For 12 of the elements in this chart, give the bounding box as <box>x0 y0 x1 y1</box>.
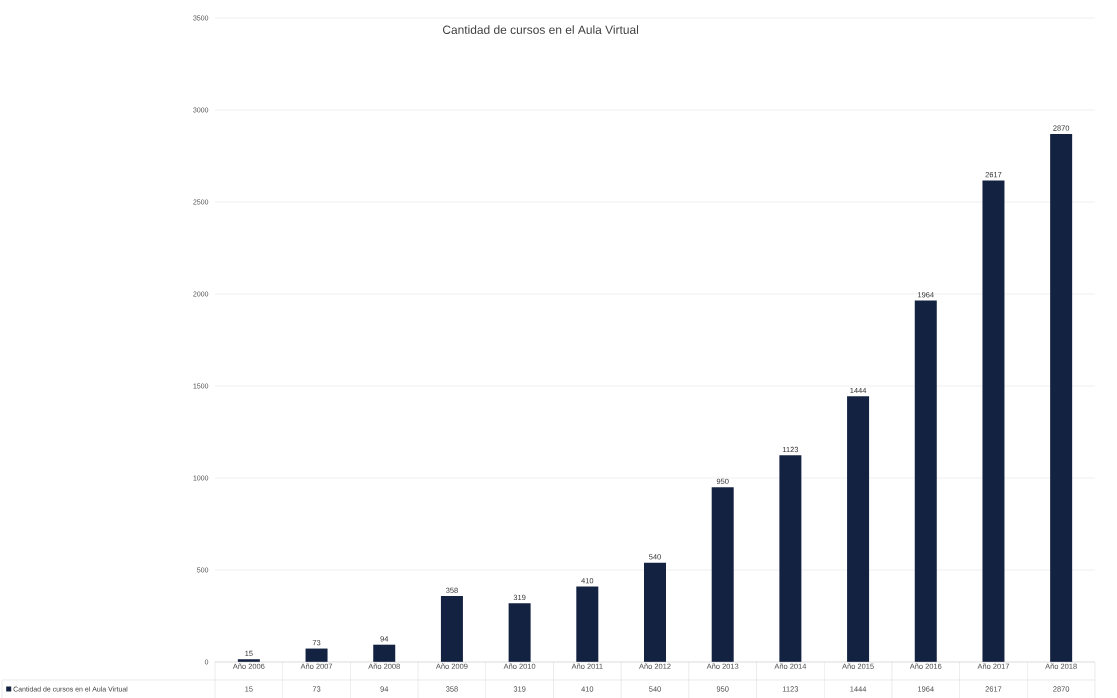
bar <box>914 300 937 662</box>
bar <box>1050 133 1073 662</box>
bar <box>373 644 396 662</box>
chart-title: Cantidad de cursos en el Aula Virtual <box>442 25 639 34</box>
bar <box>508 603 531 662</box>
bar <box>982 180 1005 662</box>
bar <box>711 487 734 662</box>
bar <box>576 586 599 662</box>
bar <box>644 562 666 662</box>
bar <box>779 455 802 662</box>
bar <box>440 596 463 662</box>
bar <box>847 396 870 662</box>
